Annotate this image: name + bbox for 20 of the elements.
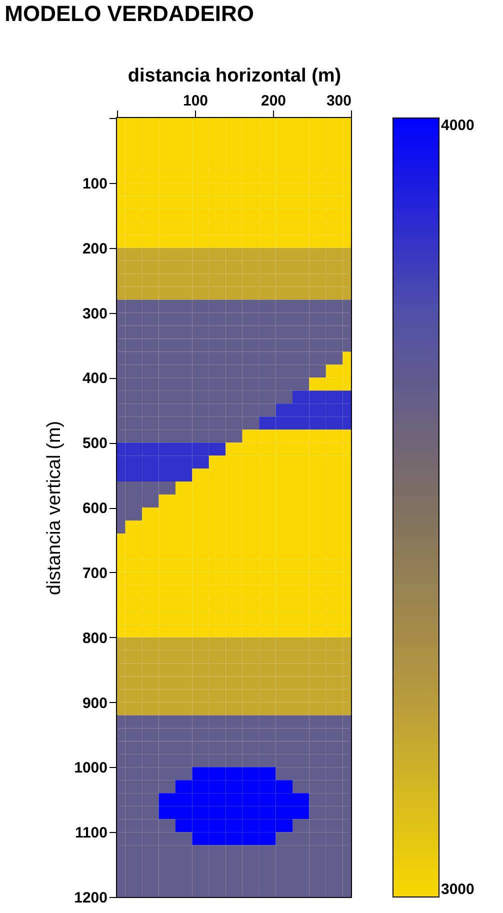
y-tick-label: 400 xyxy=(82,370,108,388)
x-axis-title: distancia horizontal (m) xyxy=(128,66,342,86)
y-tick-label: 1200 xyxy=(74,890,108,906)
color-bar-label: 4000 xyxy=(441,117,474,134)
y-tick-label: 500 xyxy=(82,435,108,452)
y-tick-label: 300 xyxy=(82,305,108,322)
x-tick-label: 100 xyxy=(182,92,208,110)
chart-title: MODELO VERDADEIRO xyxy=(4,1,254,26)
y-tick-label: 700 xyxy=(82,564,108,582)
y-tick-label: 100 xyxy=(82,175,108,192)
y-tick-label: 900 xyxy=(82,694,108,712)
color-bar-label: 3000 xyxy=(441,881,474,898)
y-tick-label: 800 xyxy=(82,630,108,647)
y-tick-label: 1100 xyxy=(74,824,108,842)
x-tick-label: 200 xyxy=(260,92,286,110)
y-tick-label: 600 xyxy=(82,500,108,517)
y-axis-title: distancia vertical (m) xyxy=(44,420,66,596)
y-tick-label: 1000 xyxy=(74,760,108,777)
x-tick-label: 300 xyxy=(326,92,352,110)
y-tick-label: 200 xyxy=(82,240,108,258)
